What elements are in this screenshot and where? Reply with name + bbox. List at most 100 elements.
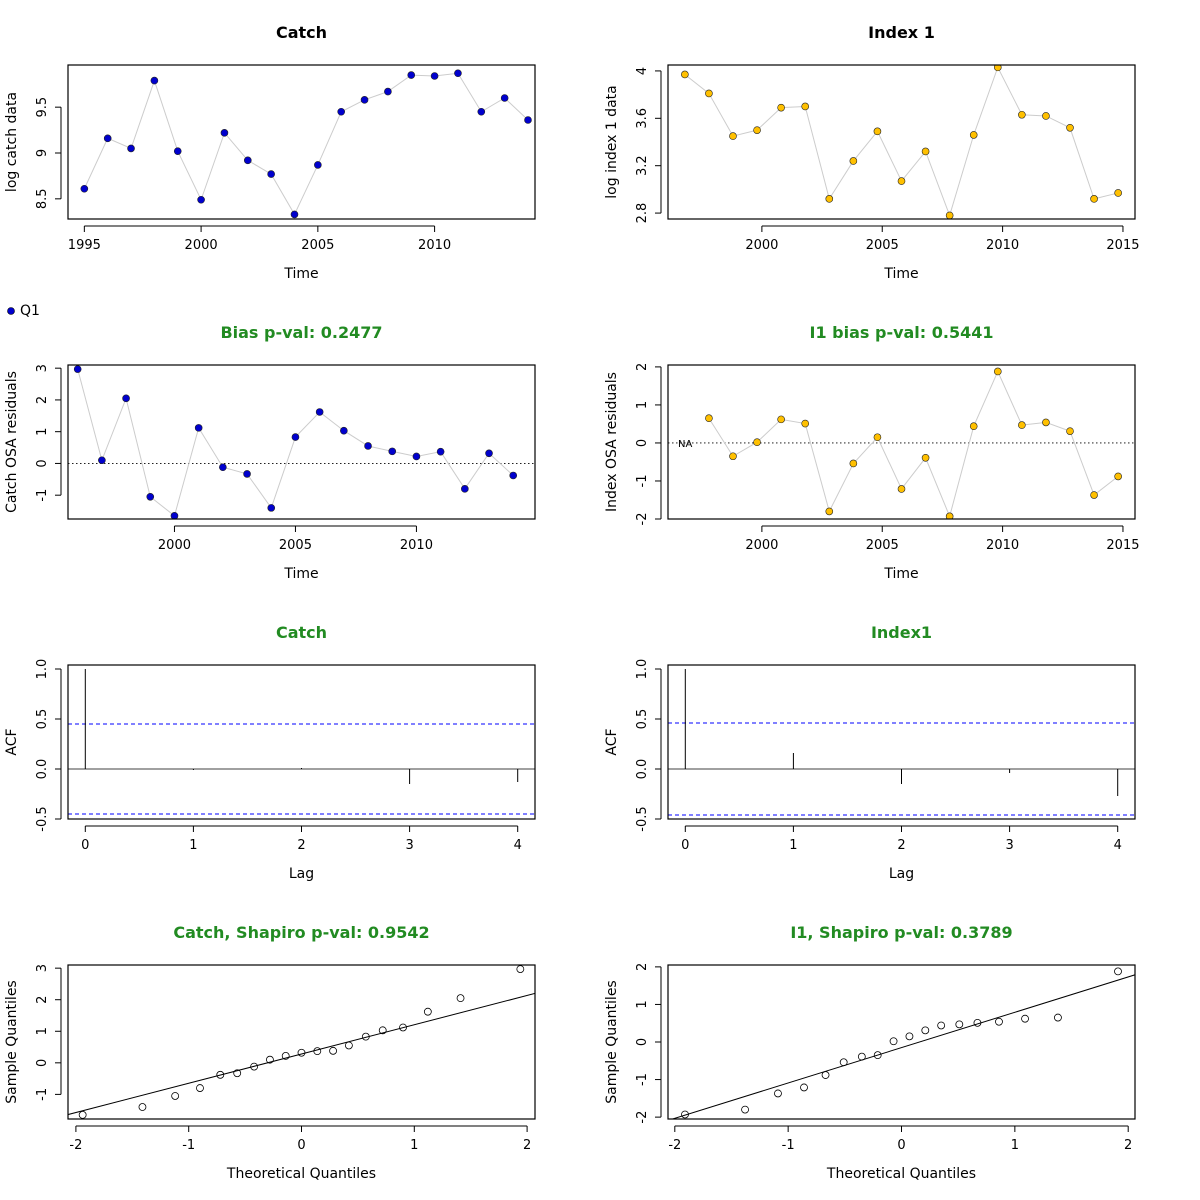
plot-area [670, 967, 1135, 1119]
y-tick-label: -2 [635, 1111, 650, 1124]
data-point [921, 453, 930, 462]
x-tick-label: 2005 [279, 538, 312, 553]
x-tick-label: 2010 [986, 538, 1019, 553]
data-point [407, 71, 416, 79]
data-point [729, 452, 737, 461]
chart-title: Catch [276, 23, 327, 42]
data-point [993, 367, 1002, 376]
y-axis-label: Sample Quantiles [4, 980, 20, 1103]
x-tick-label: 1 [189, 838, 197, 853]
index-acf-panel: Index1 Lag ACF 0 1 2 3 4 -0.5 0.0 0.5 1.0 [604, 623, 1136, 882]
data-point [873, 1051, 882, 1060]
data-point [477, 107, 486, 116]
catch-data-panel: Catch Time log catch data 1995 2000 2005 2010 8… [4, 23, 536, 282]
data-point [509, 471, 518, 480]
y-tick-label: 0.0 [635, 759, 650, 780]
data-point [681, 70, 689, 79]
data-point [1114, 472, 1122, 481]
data-point [516, 965, 525, 974]
plot-area [68, 669, 535, 815]
x-tick-label: 1 [1011, 1138, 1019, 1153]
data-point [905, 1032, 914, 1041]
data-point [937, 1021, 946, 1030]
y-axis-label: log catch data [4, 92, 20, 192]
y-tick-label: 3.2 [635, 155, 650, 176]
chart-title: Index1 [871, 623, 932, 642]
y-axis-label: Index OSA residuals [604, 372, 620, 512]
catch-resid-panel: Bias p-val: 0.2477 Time Catch OSA residual… [4, 323, 536, 582]
data-point [423, 1007, 432, 1016]
x-tick-label: 1995 [68, 238, 101, 253]
catch-qq-panel: Catch, Shapiro p-val: 0.9542 Theoretical … [4, 923, 536, 1182]
y-axis-label: log index 1 data [604, 85, 620, 198]
y-tick-label: 2 [35, 996, 50, 1004]
data-point [170, 512, 179, 519]
plot-frame [67, 964, 536, 1120]
data-point [821, 1071, 830, 1079]
y-tick-label: -1 [635, 1073, 650, 1086]
y-tick-label: -2 [635, 513, 650, 526]
data-point [729, 132, 737, 140]
y-tick-label: 9.5 [35, 97, 50, 118]
data-point [897, 485, 906, 493]
y-tick-label: -1 [35, 1088, 50, 1101]
chart-title: I1, Shapiro p-val: 0.3789 [790, 923, 1012, 942]
data-point [849, 157, 858, 165]
data-point [945, 512, 954, 519]
chart-title: Catch [276, 623, 327, 642]
data-point [399, 1023, 407, 1032]
data-point [705, 89, 713, 98]
data-point [681, 1110, 689, 1119]
data-point [1114, 189, 1122, 197]
data-point [281, 1051, 290, 1060]
x-tick-label: -2 [668, 1138, 681, 1153]
data-point [1054, 1013, 1062, 1022]
y-tick-label: 2 [635, 363, 650, 371]
y-tick-label: -1 [635, 474, 650, 487]
y-axis-label: Sample Quantiles [604, 980, 620, 1103]
x-tick-label: 2005 [301, 238, 334, 253]
index-data-panel: Index 1 Time log index 1 data 2000 2005 2010 2… [604, 23, 1140, 282]
y-axis-label: Catch OSA residuals [4, 371, 20, 513]
data-point [243, 470, 251, 478]
data-point [955, 1020, 964, 1029]
plot-area [68, 365, 535, 519]
data-point [412, 452, 421, 461]
x-tick-label: -2 [69, 1138, 82, 1153]
data-point [430, 72, 439, 80]
data-point [219, 463, 227, 472]
data-point [849, 459, 858, 468]
data-point [315, 408, 324, 416]
data-point [313, 1047, 322, 1056]
x-tick-label: 1 [410, 1138, 418, 1153]
plot-frame [667, 364, 1136, 520]
data-point [1018, 110, 1026, 119]
y-tick-label: 4 [635, 67, 650, 75]
x-tick-label: 2010 [986, 238, 1019, 253]
data-point [138, 1103, 147, 1111]
y-axis-label: ACF [604, 728, 620, 755]
data-point [340, 426, 348, 435]
data-point [839, 1058, 848, 1067]
data-point [456, 994, 465, 1003]
x-tick-label: 3 [1005, 838, 1013, 853]
data-point [777, 415, 785, 424]
data-point [314, 161, 322, 169]
x-tick-label: 0 [681, 838, 689, 853]
data-point [360, 96, 369, 104]
chart-title: Catch, Shapiro p-val: 0.9542 [173, 923, 429, 942]
plot-frame [67, 664, 536, 820]
chart-title: Index 1 [868, 23, 935, 42]
y-tick-label: 1.0 [635, 659, 650, 680]
data-point [969, 422, 978, 431]
data-point [973, 1018, 982, 1027]
data-point [216, 1070, 225, 1079]
y-tick-label: 2 [635, 963, 650, 971]
plot-area [681, 65, 1122, 219]
catch-acf-panel: Catch Lag ACF 0 1 2 3 4 -0.5 0.0 0.5 1.0 [4, 623, 536, 882]
data-point [329, 1046, 337, 1055]
data-point [337, 107, 345, 116]
x-axis-label: Time [883, 266, 918, 282]
data-point [388, 447, 397, 456]
data-point [774, 1089, 782, 1098]
